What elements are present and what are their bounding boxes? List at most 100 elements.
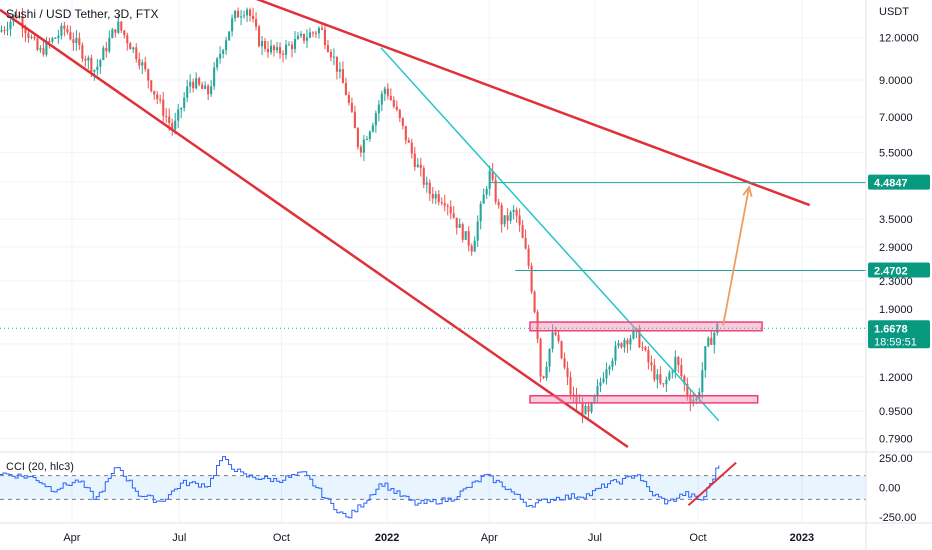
candle-body	[704, 346, 707, 371]
upper-range-zone	[529, 321, 763, 332]
cci-series	[0, 456, 720, 519]
candle-body	[374, 113, 377, 126]
time-axis[interactable]: Apr Jul Oct 2022 Apr Jul Oct 2023	[63, 532, 814, 544]
candle-body	[416, 164, 419, 168]
candle-body	[401, 118, 404, 126]
candle-body	[533, 291, 536, 313]
candle-body	[96, 66, 99, 71]
candle-body	[458, 224, 461, 228]
candle-body	[180, 107, 183, 110]
candle-body	[695, 398, 698, 401]
cci-indicator	[0, 456, 737, 519]
candle-body	[0, 30, 3, 32]
candle-body	[404, 125, 407, 141]
candle-body	[518, 215, 521, 226]
candle-body	[431, 193, 434, 199]
candle-body	[72, 39, 75, 44]
drawing-annotations[interactable]	[0, 0, 866, 448]
candle-body	[365, 138, 368, 140]
candle-body	[6, 29, 9, 31]
cci-axis[interactable]: 250.00 0.00 -250.00	[879, 453, 916, 524]
candle-body	[464, 231, 467, 240]
candle-body	[620, 343, 623, 348]
candle-body	[102, 47, 105, 60]
candle-body	[686, 383, 689, 396]
candle-body	[482, 194, 485, 204]
candle-body	[410, 142, 413, 154]
candle-body	[249, 9, 252, 16]
lower-channel	[0, 8, 629, 448]
candle-body	[138, 59, 141, 66]
candle-body	[515, 209, 518, 216]
candle-body	[210, 86, 213, 95]
candle-body	[521, 225, 524, 238]
price-tag-1.6678	[868, 320, 930, 349]
candle-body	[548, 348, 551, 367]
price-axis[interactable]: 12.00009.00007.00005.50004.50003.50002.9…	[879, 33, 919, 446]
cci-grid	[0, 475, 866, 500]
candle-body	[27, 33, 30, 38]
candle-body	[81, 45, 84, 59]
candle-body	[123, 30, 126, 36]
candle-body	[653, 365, 656, 380]
candle-body	[632, 330, 635, 339]
candle-body	[707, 337, 710, 347]
candle-body	[228, 31, 231, 41]
candle-body	[368, 131, 371, 139]
candle-body	[446, 205, 449, 207]
candle-body	[156, 94, 159, 100]
candle-body	[314, 32, 318, 34]
candle-body	[614, 345, 617, 361]
candle-body	[605, 369, 608, 379]
price-tag-4.4847	[868, 174, 930, 190]
candle-body	[467, 231, 470, 246]
candle-body	[117, 21, 120, 33]
price-tick-label: 12.0000	[879, 33, 919, 45]
time-tick-label: Oct	[273, 532, 290, 544]
candle-body	[494, 179, 497, 202]
candle-body	[93, 70, 96, 72]
candle-body	[42, 48, 45, 55]
candle-body	[689, 395, 692, 403]
teal-trendline	[380, 47, 720, 422]
cci-tick-label: 0.00	[879, 483, 900, 495]
candle-body	[332, 56, 335, 58]
candle-body	[341, 69, 344, 84]
candle-body	[371, 125, 374, 132]
candle-body	[716, 323, 719, 333]
candle-body	[105, 47, 108, 52]
candle-body	[326, 45, 329, 52]
candle-body	[527, 248, 530, 266]
candle-body	[380, 93, 383, 105]
candle-body	[353, 111, 356, 129]
candle-body	[24, 28, 27, 34]
candle-body	[39, 48, 42, 50]
candle-body	[335, 56, 338, 72]
candle-body	[54, 38, 57, 40]
candle-body	[246, 9, 249, 16]
candle-body	[75, 38, 78, 44]
candle-body	[174, 120, 177, 130]
candle-body	[87, 57, 90, 61]
candle-body	[428, 182, 431, 194]
candle-body	[114, 29, 117, 33]
candle-body	[320, 28, 324, 30]
candle-body	[252, 15, 255, 20]
candle-body	[377, 104, 380, 114]
candle-body	[584, 405, 587, 415]
candle-body	[389, 95, 392, 101]
candle-body	[51, 38, 54, 42]
candle-body	[240, 16, 243, 18]
candle-body	[617, 343, 620, 346]
candle-body	[434, 194, 437, 199]
candle-body	[305, 37, 309, 41]
chart-title: Sushi / USD Tether, 3D, FTX	[6, 7, 159, 21]
candle-body	[455, 217, 458, 228]
candle-body	[572, 394, 575, 396]
candle-body	[503, 215, 506, 225]
candle-body	[680, 365, 683, 377]
candle-body	[461, 224, 464, 240]
candle-body	[419, 164, 422, 169]
price-tag-2.4702	[868, 262, 930, 278]
